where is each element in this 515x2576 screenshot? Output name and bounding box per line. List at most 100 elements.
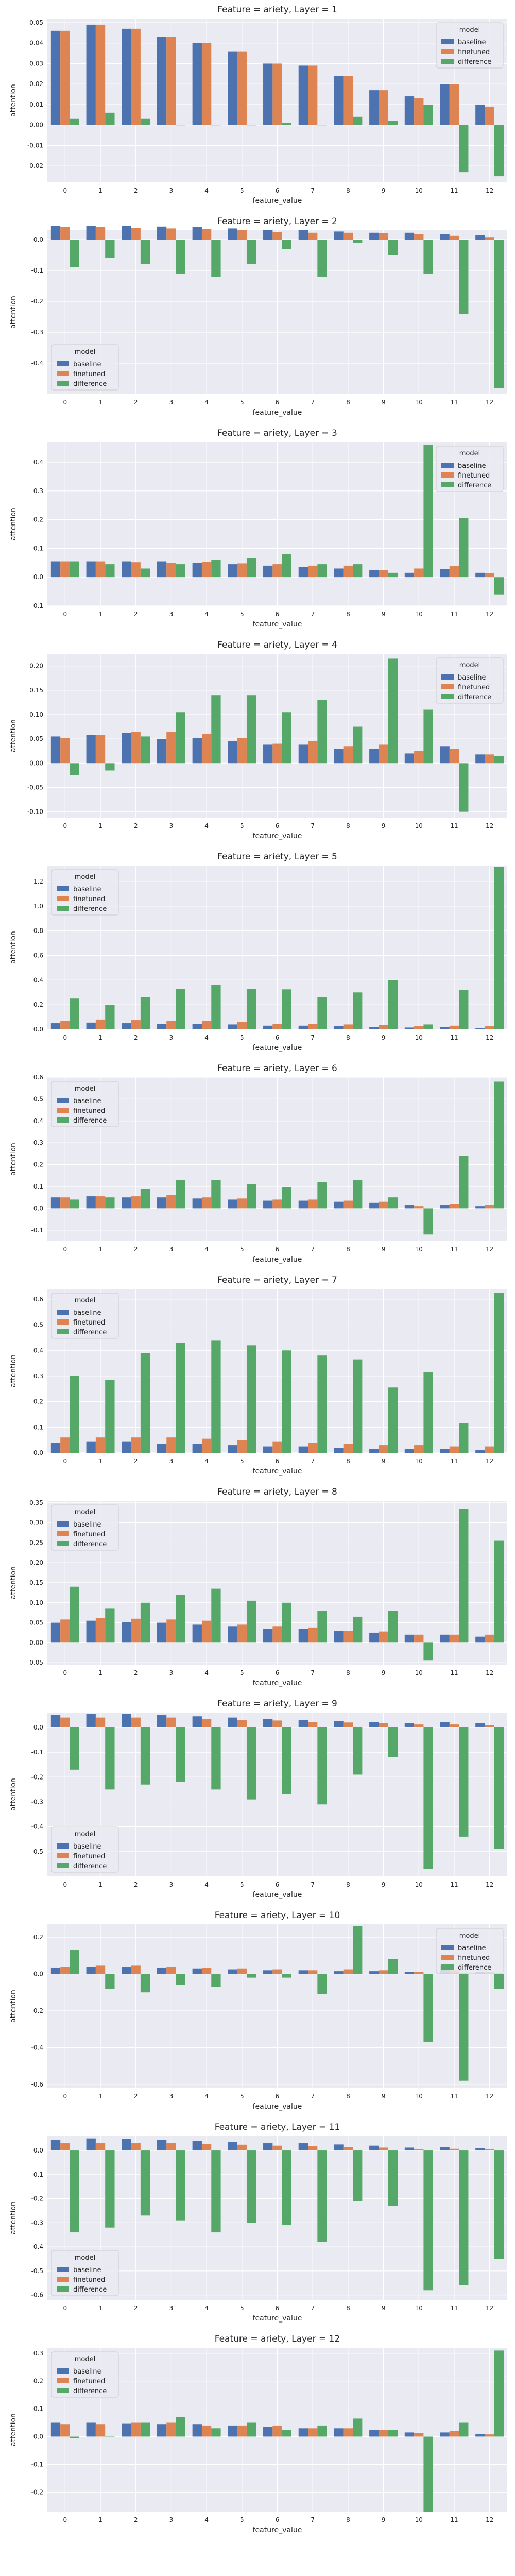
bar-baseline-10 [404,2147,415,2151]
legend-label-baseline: baseline [73,886,101,893]
bar-difference-1 [105,2436,115,2437]
bar-difference-5 [246,1600,256,1643]
x-tick-label: 3 [169,1881,174,1888]
bar-finetuned-2 [131,2422,141,2437]
bar-finetuned-6 [272,2145,282,2151]
bar-finetuned-7 [308,65,318,125]
bar-baseline-12 [475,1723,485,1727]
subplot-layer-1: Feature = ariety, Layer = 1 0.05 0.04 0.03 0… [9,5,507,205]
legend-box [51,344,119,391]
bar-difference-1 [105,2150,115,2228]
y-tick-label: 0.0 [33,1449,43,1456]
bar-finetuned-0 [60,561,70,578]
bar-baseline-10 [404,1972,415,1974]
legend-label-difference: difference [458,482,491,489]
x-tick-label: 8 [346,187,350,194]
x-axis-label: feature_value [253,2526,302,2534]
bar-difference-8 [353,240,363,243]
bar-finetuned-1 [95,1717,106,1727]
bar-finetuned-3 [166,1195,176,1209]
bar-finetuned-4 [201,1438,212,1453]
bar-difference-5 [246,1727,256,1800]
x-tick-label: 6 [276,611,280,618]
bar-baseline-0 [50,1622,61,1643]
bar-finetuned-11 [449,1025,459,1029]
subplot-title: Feature = ariety, Layer = 1 [217,5,337,15]
bar-baseline-1 [86,561,96,578]
x-tick-label: 11 [450,187,458,194]
bar-finetuned-12 [485,1026,494,1029]
legend-box [51,1504,119,1551]
y-tick-label: 0.1 [33,545,43,552]
y-tick-label: -0.1 [31,1227,43,1234]
x-tick-label: 7 [311,187,315,194]
x-axis-label: feature_value [253,832,302,840]
bar-finetuned-0 [60,2143,70,2151]
y-tick-label: 0.4 [33,1347,43,1354]
bar-baseline-3 [157,739,167,764]
legend-label-difference: difference [73,905,107,913]
bar-difference-4 [211,1180,221,1209]
bar-finetuned-1 [95,735,106,764]
bar-baseline-0 [50,226,61,240]
x-tick-label: 6 [276,1034,280,1041]
legend-label-baseline: baseline [458,674,486,682]
x-tick-label: 9 [382,1881,386,1888]
y-tick-label: 0.0 [33,1970,43,1977]
bar-difference-12 [494,1081,504,1209]
legend-label-difference: difference [73,2387,107,2395]
legend: model baseline finetuned difference [51,2351,119,2398]
bar-difference-8 [353,992,363,1029]
y-tick-label: 0.2 [33,2378,43,2385]
x-tick-label: 2 [134,1669,138,1676]
bar-difference-7 [317,1611,327,1643]
bar-baseline-9 [369,232,379,240]
y-axis-label: attention [9,296,18,329]
bar-difference-12 [494,1540,504,1643]
bar-baseline-0 [50,2422,61,2437]
bar-difference-11 [459,1423,469,1453]
x-tick-label: 2 [134,611,138,618]
bar-baseline-2 [122,226,131,240]
bar-difference-2 [140,568,150,578]
bar-baseline-6 [263,744,273,764]
x-tick-label: 9 [382,1034,386,1041]
bar-difference-3 [176,2150,185,2221]
bar-finetuned-12 [485,1205,494,1209]
bar-finetuned-4 [201,2143,212,2151]
y-axis-label: attention [9,84,18,117]
bar-finetuned-12 [485,1725,494,1727]
bar-difference-7 [317,125,327,126]
legend-swatch-finetuned [57,1319,69,1325]
bar-baseline-8 [334,1448,344,1453]
bar-difference-9 [388,2150,398,2206]
x-tick-label: 3 [169,1669,174,1676]
x-tick-label: 3 [169,822,174,829]
x-tick-label: 1 [98,399,102,406]
bar-baseline-7 [298,1970,308,1974]
bar-baseline-1 [86,1022,96,1029]
x-tick-label: 10 [415,2093,423,2100]
x-tick-label: 6 [276,1246,280,1253]
legend-label-baseline: baseline [73,1521,101,1529]
legend-label-finetuned: finetuned [73,1531,105,1538]
y-tick-label: 0.2 [33,1398,43,1405]
bar-baseline-1 [86,1714,96,1727]
bar-baseline-6 [263,1719,273,1727]
bar-difference-6 [282,554,291,578]
x-tick-label: 4 [204,187,209,194]
x-tick-label: 3 [169,2093,174,2100]
y-tick-label: 0.6 [33,1074,43,1081]
bar-finetuned-2 [131,1020,141,1029]
x-tick-label: 8 [346,822,350,829]
bar-difference-12 [494,2350,504,2437]
bar-baseline-4 [192,1198,202,1209]
bar-finetuned-0 [60,227,70,240]
x-tick-label: 6 [276,1881,280,1888]
bar-finetuned-3 [166,563,176,578]
y-tick-label: -0.02 [27,162,43,170]
y-tick-label: 0.1 [33,1183,43,1190]
legend-label-finetuned: finetuned [458,684,490,691]
x-tick-label: 0 [63,1669,67,1676]
bar-difference-9 [388,1197,398,1209]
